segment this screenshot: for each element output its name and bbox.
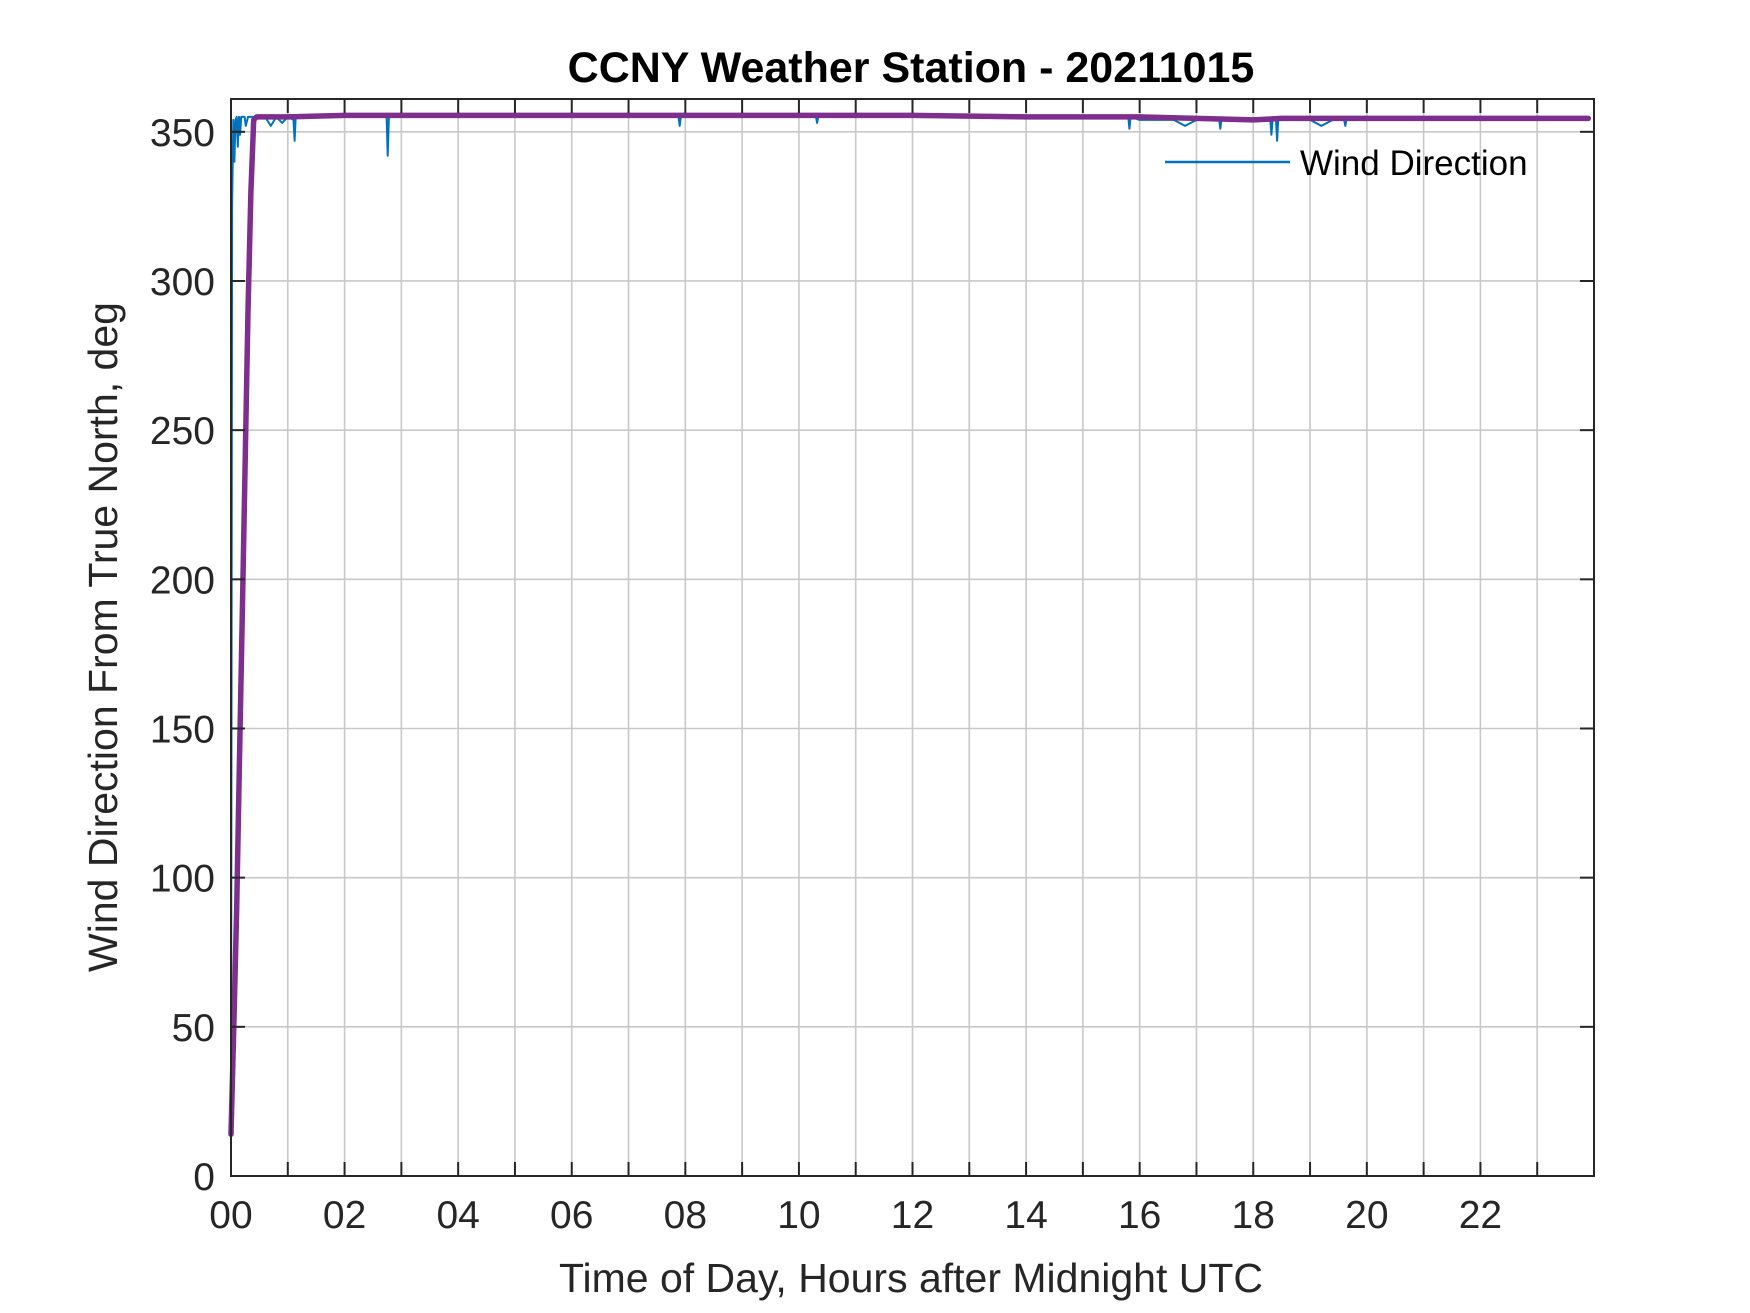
- legend: Wind Direction: [1165, 144, 1528, 183]
- x-tick-label: 02: [323, 1194, 366, 1237]
- x-tick-label: 00: [209, 1194, 252, 1237]
- y-tick-label: 150: [150, 708, 215, 751]
- y-tick-label: 0: [193, 1156, 215, 1199]
- x-tick-label: 10: [777, 1194, 820, 1237]
- x-tick-label: 06: [550, 1194, 593, 1237]
- y-tick-label: 50: [172, 1007, 215, 1050]
- x-tick-label: 08: [664, 1194, 707, 1237]
- x-tick-label: 14: [1004, 1194, 1047, 1237]
- y-tick-label: 200: [150, 559, 215, 602]
- y-tick-label: 100: [150, 858, 215, 901]
- y-tick-label: 300: [150, 261, 215, 304]
- x-tick-label: 22: [1459, 1194, 1502, 1237]
- x-tick-label: 04: [436, 1194, 479, 1237]
- x-tick-label: 16: [1118, 1194, 1161, 1237]
- axis-ticks: [231, 99, 1594, 1176]
- y-tick-label: 250: [150, 410, 215, 453]
- x-tick-labels: 00 02 04 06 08 10 12 14 16 18 20 22: [209, 1194, 1502, 1237]
- y-tick-label: 350: [150, 112, 215, 155]
- grid: [231, 99, 1594, 1176]
- x-axis-label: Time of Day, Hours after Midnight UTC: [559, 1255, 1263, 1301]
- series-layer: [228, 112, 1592, 1137]
- x-tick-label: 18: [1232, 1194, 1275, 1237]
- series-line-smoothed: [228, 112, 1592, 1137]
- chart-title: CCNY Weather Station - 20211015: [568, 44, 1255, 92]
- x-tick-label: 20: [1345, 1194, 1388, 1237]
- y-axis-label: Wind Direction From True North, deg: [80, 302, 126, 972]
- legend-label-wind-direction: Wind Direction: [1300, 144, 1528, 183]
- x-tick-label: 12: [891, 1194, 934, 1237]
- y-tick-labels: 0 50 100 150 200 250 300 350: [150, 112, 215, 1199]
